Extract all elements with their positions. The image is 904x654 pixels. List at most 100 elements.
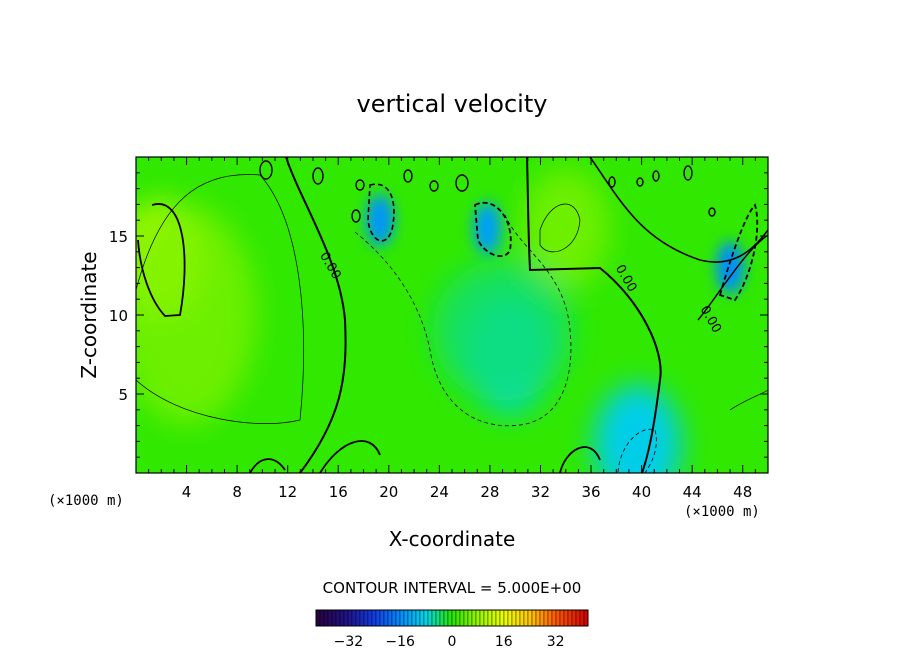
colorbar-tick-label: 0 [448, 634, 457, 650]
x-tick-label: 4 [182, 483, 192, 501]
colorbar-cell [419, 609, 425, 627]
colorbar-cell [363, 609, 369, 627]
colorbar-cell [511, 609, 517, 627]
colorbar-tick-label: 16 [495, 634, 513, 650]
x-tick-label: 40 [632, 483, 651, 501]
colorbar-cell [471, 609, 477, 627]
contour-eddy-1 [312, 167, 324, 185]
colorbar-cell [339, 609, 345, 627]
colorbar-cell [491, 609, 497, 627]
field-halo-center [432, 260, 573, 401]
y-tick-label: 10 [109, 307, 128, 325]
field-feature-6 [521, 168, 610, 289]
colorbar-cell [567, 609, 573, 627]
field-feature-1 [365, 194, 394, 247]
colorbar-cell [487, 609, 493, 627]
colorbar-cell [543, 609, 549, 627]
colorbar-cell [523, 609, 529, 627]
colorbar-cell [555, 609, 561, 627]
contour-eddy-4 [403, 169, 413, 183]
field-feature-4 [593, 384, 682, 473]
y-tick-label: 5 [118, 386, 128, 404]
colorbar-cell [559, 609, 565, 627]
colorbar-cell [435, 609, 441, 627]
x-tick-label: 24 [430, 483, 449, 501]
contour-line-13 [319, 440, 381, 473]
colorbar-cell [583, 609, 589, 627]
colorbar-cell [531, 609, 537, 627]
colorbar-cell [479, 609, 485, 627]
colorbar-cell [447, 609, 453, 627]
contour-eddy-5 [429, 180, 439, 192]
colorbar-cell [451, 609, 457, 627]
contour-line-4 [354, 214, 572, 427]
colorbar-cell [519, 609, 525, 627]
contour-line-9 [697, 234, 768, 321]
colorbar-cell [391, 609, 397, 627]
chart-title: vertical velocity [357, 90, 548, 118]
contour-line-10 [617, 428, 657, 473]
plot-area [136, 157, 768, 473]
colorbar-cell [495, 609, 501, 627]
colorbar-cell [335, 609, 341, 627]
x-axis-label: X-coordinate [389, 527, 516, 551]
colorbar-cell [415, 609, 421, 627]
colorbar-cell [319, 609, 325, 627]
colorbar-cell [387, 609, 393, 627]
contour-eddy-8 [636, 177, 644, 187]
colorbar-cell [439, 609, 445, 627]
x-tick-label: 48 [733, 483, 752, 501]
colorbar-cell [355, 609, 361, 627]
colorbar-cell [475, 609, 481, 627]
contour-interval: CONTOUR INTERVAL = 5.000E+00 [323, 579, 582, 597]
colorbar-cell [563, 609, 569, 627]
colorbar-cell [399, 609, 405, 627]
colorbar-cell [427, 609, 433, 627]
colorbar-cell [547, 609, 553, 627]
contour-eddy-2 [355, 179, 365, 191]
colorbar-cell [323, 609, 329, 627]
contour-line-8 [718, 203, 759, 302]
contour-eddy-9 [652, 170, 660, 182]
colorbar-cell [467, 609, 473, 627]
colorbar-cell [503, 609, 509, 627]
field-feature-2 [473, 202, 502, 255]
colorbar-cell [411, 609, 417, 627]
colorbar-cell [383, 609, 389, 627]
colorbar-cell [423, 609, 429, 627]
colorbar-cell [515, 609, 521, 627]
contour-line-12 [249, 458, 286, 473]
contour-line-15 [729, 389, 768, 411]
colorbar-cell [351, 609, 357, 627]
colorbar-cell [327, 609, 333, 627]
colorbar-cell [551, 609, 557, 627]
contour-line-3 [136, 174, 304, 424]
colorbar: −32 −16 0 16 32 [315, 609, 589, 650]
colorbar-cell [483, 609, 489, 627]
colorbar-tick-label: −16 [385, 634, 415, 650]
contour-eddy-6 [455, 174, 469, 192]
colorbar-cell [379, 609, 385, 627]
x-tick-label: 16 [329, 483, 348, 501]
colorbar-cell [571, 609, 577, 627]
contour-line-11 [539, 203, 581, 253]
contour-eddy-11 [708, 207, 716, 217]
colorbar-cell [535, 609, 541, 627]
colorbar-cell [507, 609, 513, 627]
x-unit-label-right: (×1000 m) [684, 504, 760, 520]
contour-line-14 [559, 446, 601, 473]
colorbar-cell [463, 609, 469, 627]
field-feature-3 [716, 241, 745, 294]
contour-line-6 [367, 183, 395, 242]
contour-line-7 [474, 202, 512, 257]
colorbar-cell [395, 609, 401, 627]
x-unit-label: (×1000 m) [48, 493, 124, 509]
colorbar-cell [527, 609, 533, 627]
colorbar-cell [375, 609, 381, 627]
colorbar-cell [443, 609, 449, 627]
x-tick-label: 44 [683, 483, 702, 501]
x-tick-label: 36 [581, 483, 600, 501]
colorbar-tick-label: −32 [334, 634, 364, 650]
contour-line-0 [285, 157, 347, 473]
